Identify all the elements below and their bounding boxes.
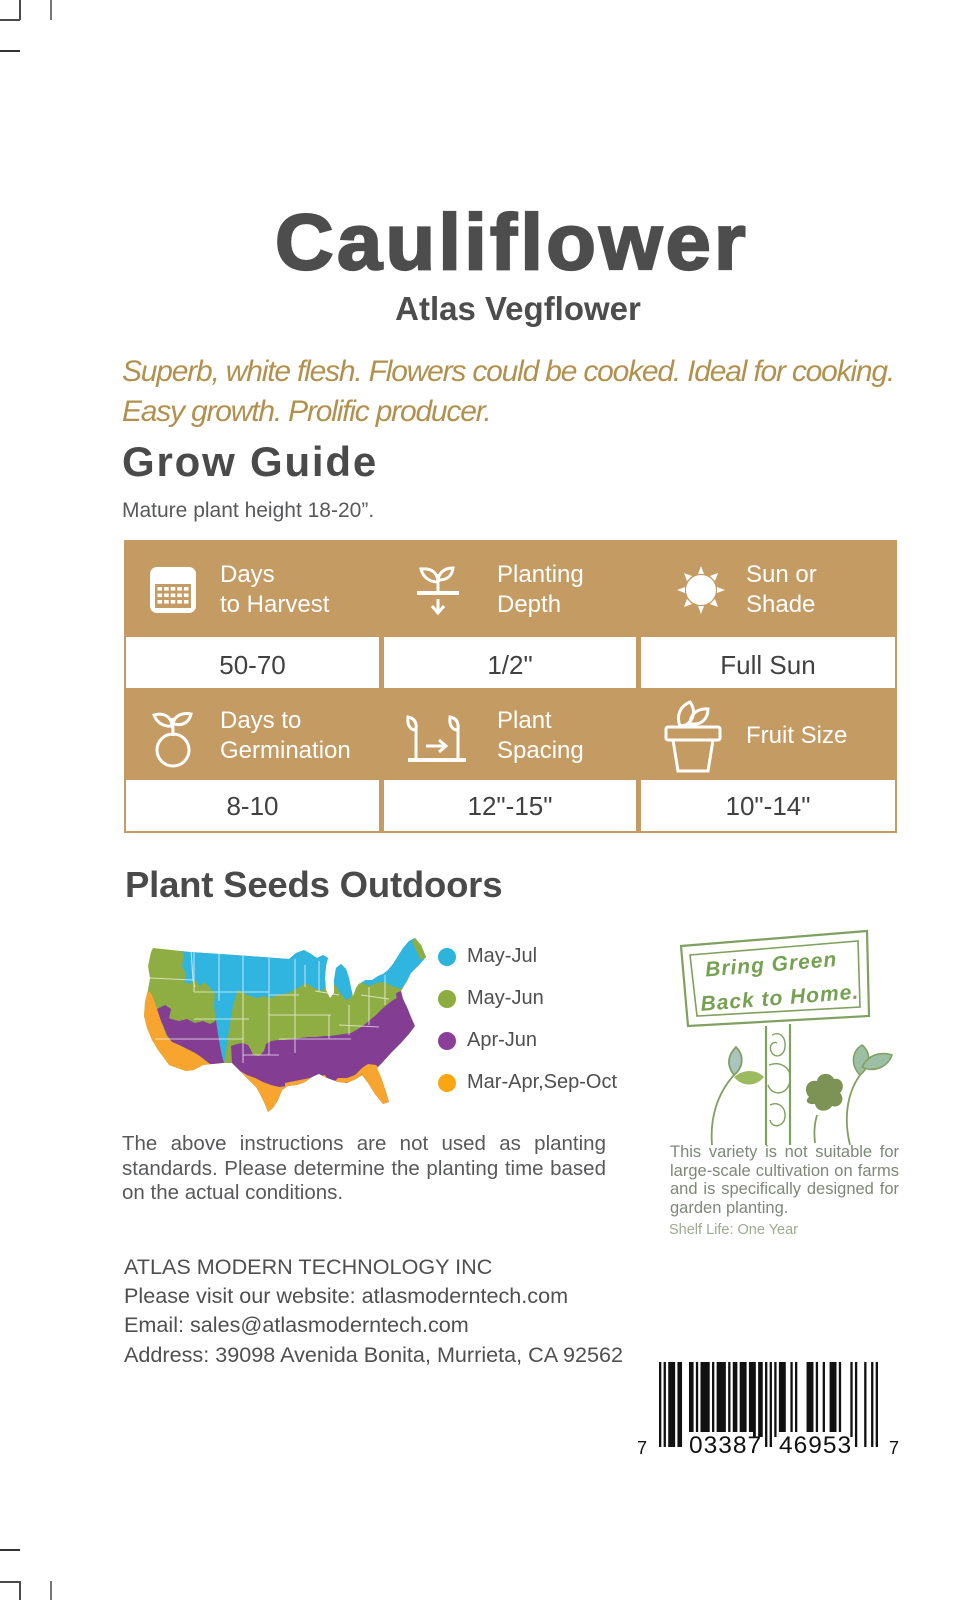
svg-text:Bring Green: Bring Green — [704, 948, 838, 981]
svg-text:Back to Home.: Back to Home. — [700, 980, 860, 1015]
